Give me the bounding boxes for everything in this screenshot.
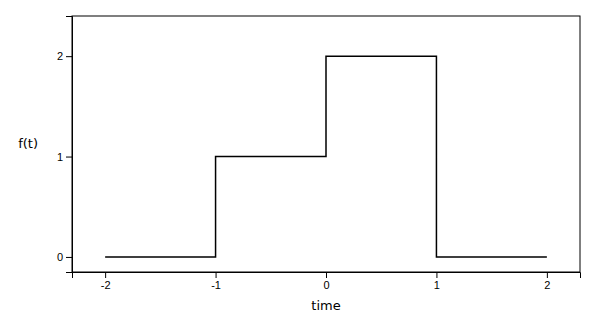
tick-mark (66, 157, 72, 158)
tick-mark (547, 272, 548, 278)
y-axis-title: f(t) (18, 136, 38, 151)
plot-area: -2 -1 0 1 2 0 1 2 (57, 16, 581, 291)
plot-frame (72, 16, 580, 272)
marks (105, 56, 547, 257)
tick-label: 2 (544, 279, 550, 291)
y-axis: 0 1 2 (57, 17, 73, 273)
tick: 0 (323, 272, 329, 291)
x-axis-title: time (311, 298, 340, 313)
tick: 0 (57, 251, 72, 263)
axis-line (66, 17, 73, 273)
tick-label: -2 (101, 279, 111, 291)
chart: -2 -1 0 1 2 0 1 2 time f(t) (0, 0, 600, 320)
tick-mark (66, 56, 72, 57)
tick-mark (105, 272, 106, 278)
tick-label: 0 (323, 279, 329, 291)
tick: 1 (434, 272, 440, 291)
tick: 1 (57, 151, 72, 163)
tick-label: 0 (57, 251, 63, 263)
tick: -2 (101, 272, 111, 291)
tick-label: 2 (57, 50, 63, 62)
tick-mark (66, 257, 72, 258)
tick-label: 1 (434, 279, 440, 291)
axis-line (73, 273, 581, 279)
tick-label: -1 (211, 279, 221, 291)
x-axis: -2 -1 0 1 2 (73, 272, 581, 291)
tick: 2 (544, 272, 550, 291)
tick-mark (436, 272, 437, 278)
tick: 2 (57, 50, 72, 62)
tick-label: 1 (57, 151, 63, 163)
tick-mark (216, 272, 217, 278)
tick-mark (326, 272, 327, 278)
line (105, 56, 547, 257)
tick: -1 (211, 272, 221, 291)
